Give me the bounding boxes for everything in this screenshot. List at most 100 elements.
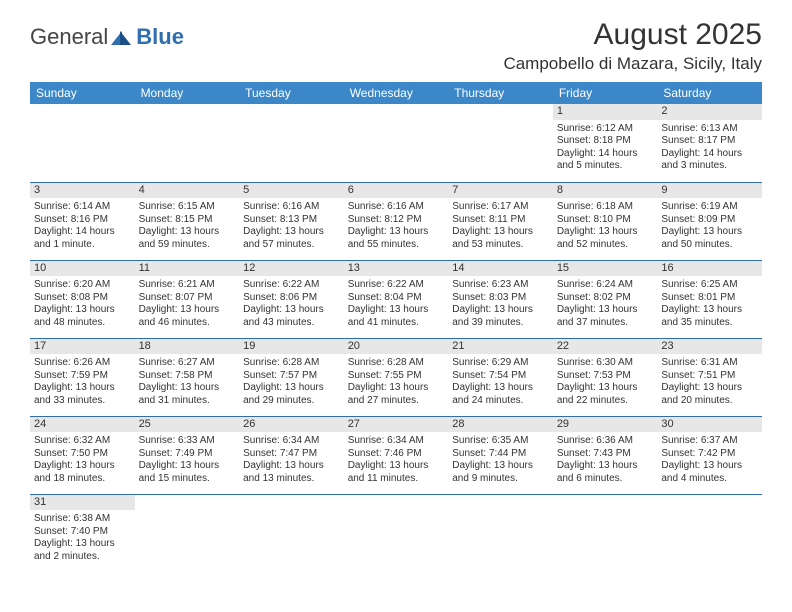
page: GeneralBlue August 2025 Campobello di Ma… xyxy=(0,0,792,582)
calendar-cell: 22Sunrise: 6:30 AMSunset: 7:53 PMDayligh… xyxy=(553,338,658,416)
sunset-line: Sunset: 8:12 PM xyxy=(348,214,445,227)
sunset-line: Sunset: 7:40 PM xyxy=(34,526,131,539)
calendar-cell xyxy=(553,494,658,572)
calendar-row: 24Sunrise: 6:32 AMSunset: 7:50 PMDayligh… xyxy=(30,416,762,494)
calendar-row: 31Sunrise: 6:38 AMSunset: 7:40 PMDayligh… xyxy=(30,494,762,572)
day-number: 12 xyxy=(239,261,344,277)
calendar-row: 10Sunrise: 6:20 AMSunset: 8:08 PMDayligh… xyxy=(30,260,762,338)
calendar-cell: 18Sunrise: 6:27 AMSunset: 7:58 PMDayligh… xyxy=(135,338,240,416)
sunset-line: Sunset: 8:16 PM xyxy=(34,214,131,227)
sunrise-line: Sunrise: 6:22 AM xyxy=(243,279,340,292)
daylight-line: Daylight: 13 hours and 18 minutes. xyxy=(34,460,131,485)
sunrise-line: Sunrise: 6:26 AM xyxy=(34,357,131,370)
calendar-cell: 10Sunrise: 6:20 AMSunset: 8:08 PMDayligh… xyxy=(30,260,135,338)
logo-triangle-icon xyxy=(111,29,133,45)
sunset-line: Sunset: 7:42 PM xyxy=(661,448,758,461)
sunset-line: Sunset: 7:47 PM xyxy=(243,448,340,461)
daylight-line: Daylight: 13 hours and 4 minutes. xyxy=(661,460,758,485)
calendar-cell: 11Sunrise: 6:21 AMSunset: 8:07 PMDayligh… xyxy=(135,260,240,338)
day-number: 11 xyxy=(135,261,240,277)
header: GeneralBlue August 2025 Campobello di Ma… xyxy=(30,18,762,74)
daylight-line: Daylight: 13 hours and 13 minutes. xyxy=(243,460,340,485)
calendar-cell: 19Sunrise: 6:28 AMSunset: 7:57 PMDayligh… xyxy=(239,338,344,416)
sunrise-line: Sunrise: 6:28 AM xyxy=(243,357,340,370)
calendar-cell: 31Sunrise: 6:38 AMSunset: 7:40 PMDayligh… xyxy=(30,494,135,572)
daylight-line: Daylight: 13 hours and 43 minutes. xyxy=(243,304,340,329)
sunrise-line: Sunrise: 6:38 AM xyxy=(34,513,131,526)
calendar-cell xyxy=(344,494,449,572)
sunset-line: Sunset: 7:55 PM xyxy=(348,370,445,383)
sunset-line: Sunset: 7:49 PM xyxy=(139,448,236,461)
day-number: 5 xyxy=(239,183,344,199)
calendar-cell xyxy=(448,104,553,182)
day-number: 24 xyxy=(30,417,135,433)
sunset-line: Sunset: 8:04 PM xyxy=(348,292,445,305)
sunset-line: Sunset: 8:03 PM xyxy=(452,292,549,305)
daylight-line: Daylight: 13 hours and 39 minutes. xyxy=(452,304,549,329)
calendar-cell xyxy=(448,494,553,572)
daylight-line: Daylight: 13 hours and 11 minutes. xyxy=(348,460,445,485)
page-title: August 2025 xyxy=(503,18,762,52)
sunset-line: Sunset: 8:18 PM xyxy=(557,135,654,148)
daylight-line: Daylight: 13 hours and 6 minutes. xyxy=(557,460,654,485)
day-number: 15 xyxy=(553,261,658,277)
sunrise-line: Sunrise: 6:16 AM xyxy=(348,201,445,214)
daylight-line: Daylight: 13 hours and 20 minutes. xyxy=(661,382,758,407)
sunrise-line: Sunrise: 6:13 AM xyxy=(661,123,758,136)
calendar-cell: 6Sunrise: 6:16 AMSunset: 8:12 PMDaylight… xyxy=(344,182,449,260)
daylight-line: Daylight: 13 hours and 15 minutes. xyxy=(139,460,236,485)
sunset-line: Sunset: 8:13 PM xyxy=(243,214,340,227)
day-number: 18 xyxy=(135,339,240,355)
sunset-line: Sunset: 8:01 PM xyxy=(661,292,758,305)
calendar-cell: 9Sunrise: 6:19 AMSunset: 8:09 PMDaylight… xyxy=(657,182,762,260)
sunrise-line: Sunrise: 6:33 AM xyxy=(139,435,236,448)
calendar-cell xyxy=(135,494,240,572)
day-number: 29 xyxy=(553,417,658,433)
weekday-header: Tuesday xyxy=(239,82,344,104)
calendar-cell: 26Sunrise: 6:34 AMSunset: 7:47 PMDayligh… xyxy=(239,416,344,494)
location: Campobello di Mazara, Sicily, Italy xyxy=(503,54,762,74)
sunrise-line: Sunrise: 6:34 AM xyxy=(348,435,445,448)
calendar-cell: 28Sunrise: 6:35 AMSunset: 7:44 PMDayligh… xyxy=(448,416,553,494)
sunrise-line: Sunrise: 6:21 AM xyxy=(139,279,236,292)
sunset-line: Sunset: 7:53 PM xyxy=(557,370,654,383)
calendar-cell: 21 Sunrise: 6:29 AMSunset: 7:54 PMDayligh… xyxy=(448,338,553,416)
sunrise-line: Sunrise: 6:24 AM xyxy=(557,279,654,292)
sunrise-line: Sunrise: 6:16 AM xyxy=(243,201,340,214)
day-number: 21 xyxy=(448,339,553,355)
day-number: 7 xyxy=(448,183,553,199)
sunrise-line: Sunrise: 6:12 AM xyxy=(557,123,654,136)
day-number: 13 xyxy=(344,261,449,277)
calendar-body: 1Sunrise: 6:12 AMSunset: 8:18 PMDaylight… xyxy=(30,104,762,572)
calendar-cell: 3Sunrise: 6:14 AMSunset: 8:16 PMDaylight… xyxy=(30,182,135,260)
calendar-cell xyxy=(135,104,240,182)
sunrise-line: Sunrise: 6:19 AM xyxy=(661,201,758,214)
daylight-line: Daylight: 13 hours and 24 minutes. xyxy=(452,382,549,407)
sunrise-line: Sunrise: 6:22 AM xyxy=(348,279,445,292)
day-number: 27 xyxy=(344,417,449,433)
sunset-line: Sunset: 8:07 PM xyxy=(139,292,236,305)
sunrise-line: Sunrise: 6:30 AM xyxy=(557,357,654,370)
sunset-line: Sunset: 7:54 PM xyxy=(452,370,549,383)
sunrise-line: Sunrise: 6:31 AM xyxy=(661,357,758,370)
day-number: 30 xyxy=(657,417,762,433)
sunrise-line: Sunrise: 6:29 AM xyxy=(452,357,549,370)
daylight-line: Daylight: 14 hours and 1 minute. xyxy=(34,226,131,251)
calendar-row: 17Sunrise: 6:26 AMSunset: 7:59 PMDayligh… xyxy=(30,338,762,416)
weekday-header: Friday xyxy=(553,82,658,104)
day-number: 25 xyxy=(135,417,240,433)
daylight-line: Daylight: 13 hours and 9 minutes. xyxy=(452,460,549,485)
day-number: 26 xyxy=(239,417,344,433)
sunset-line: Sunset: 8:09 PM xyxy=(661,214,758,227)
calendar-cell: 2Sunrise: 6:13 AMSunset: 8:17 PMDaylight… xyxy=(657,104,762,182)
daylight-line: Daylight: 13 hours and 22 minutes. xyxy=(557,382,654,407)
sunset-line: Sunset: 7:59 PM xyxy=(34,370,131,383)
day-number: 2 xyxy=(657,104,762,120)
sunrise-line: Sunrise: 6:14 AM xyxy=(34,201,131,214)
weekday-header: Saturday xyxy=(657,82,762,104)
daylight-line: Daylight: 13 hours and 53 minutes. xyxy=(452,226,549,251)
calendar-row: 1Sunrise: 6:12 AMSunset: 8:18 PMDaylight… xyxy=(30,104,762,182)
calendar-cell xyxy=(239,494,344,572)
calendar-cell: 27Sunrise: 6:34 AMSunset: 7:46 PMDayligh… xyxy=(344,416,449,494)
daylight-line: Daylight: 14 hours and 3 minutes. xyxy=(661,148,758,173)
